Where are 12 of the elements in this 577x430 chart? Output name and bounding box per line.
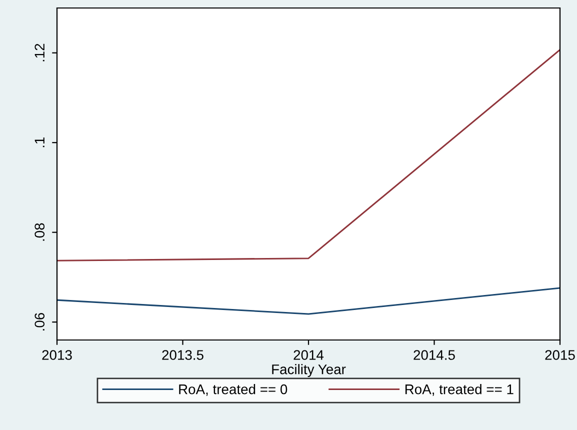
y-tick-label: .08 (34, 223, 45, 241)
x-tick-label: 2014 (294, 350, 324, 360)
x-tick-label: 2014.5 (414, 350, 455, 360)
x-tick-label: 2013.5 (162, 350, 204, 360)
legend-label: RoA, treated == 0 (179, 384, 288, 396)
y-tick-label: .06 (34, 313, 45, 330)
legend-label: RoA, treated == 1 (405, 384, 514, 396)
x-axis-title: Facility Year (272, 364, 346, 378)
x-tick-label: 2013 (42, 350, 72, 360)
x-tick-label: 2015 (545, 350, 575, 360)
y-tick-label: .1 (34, 137, 44, 148)
y-tick-label: .12 (34, 44, 44, 62)
